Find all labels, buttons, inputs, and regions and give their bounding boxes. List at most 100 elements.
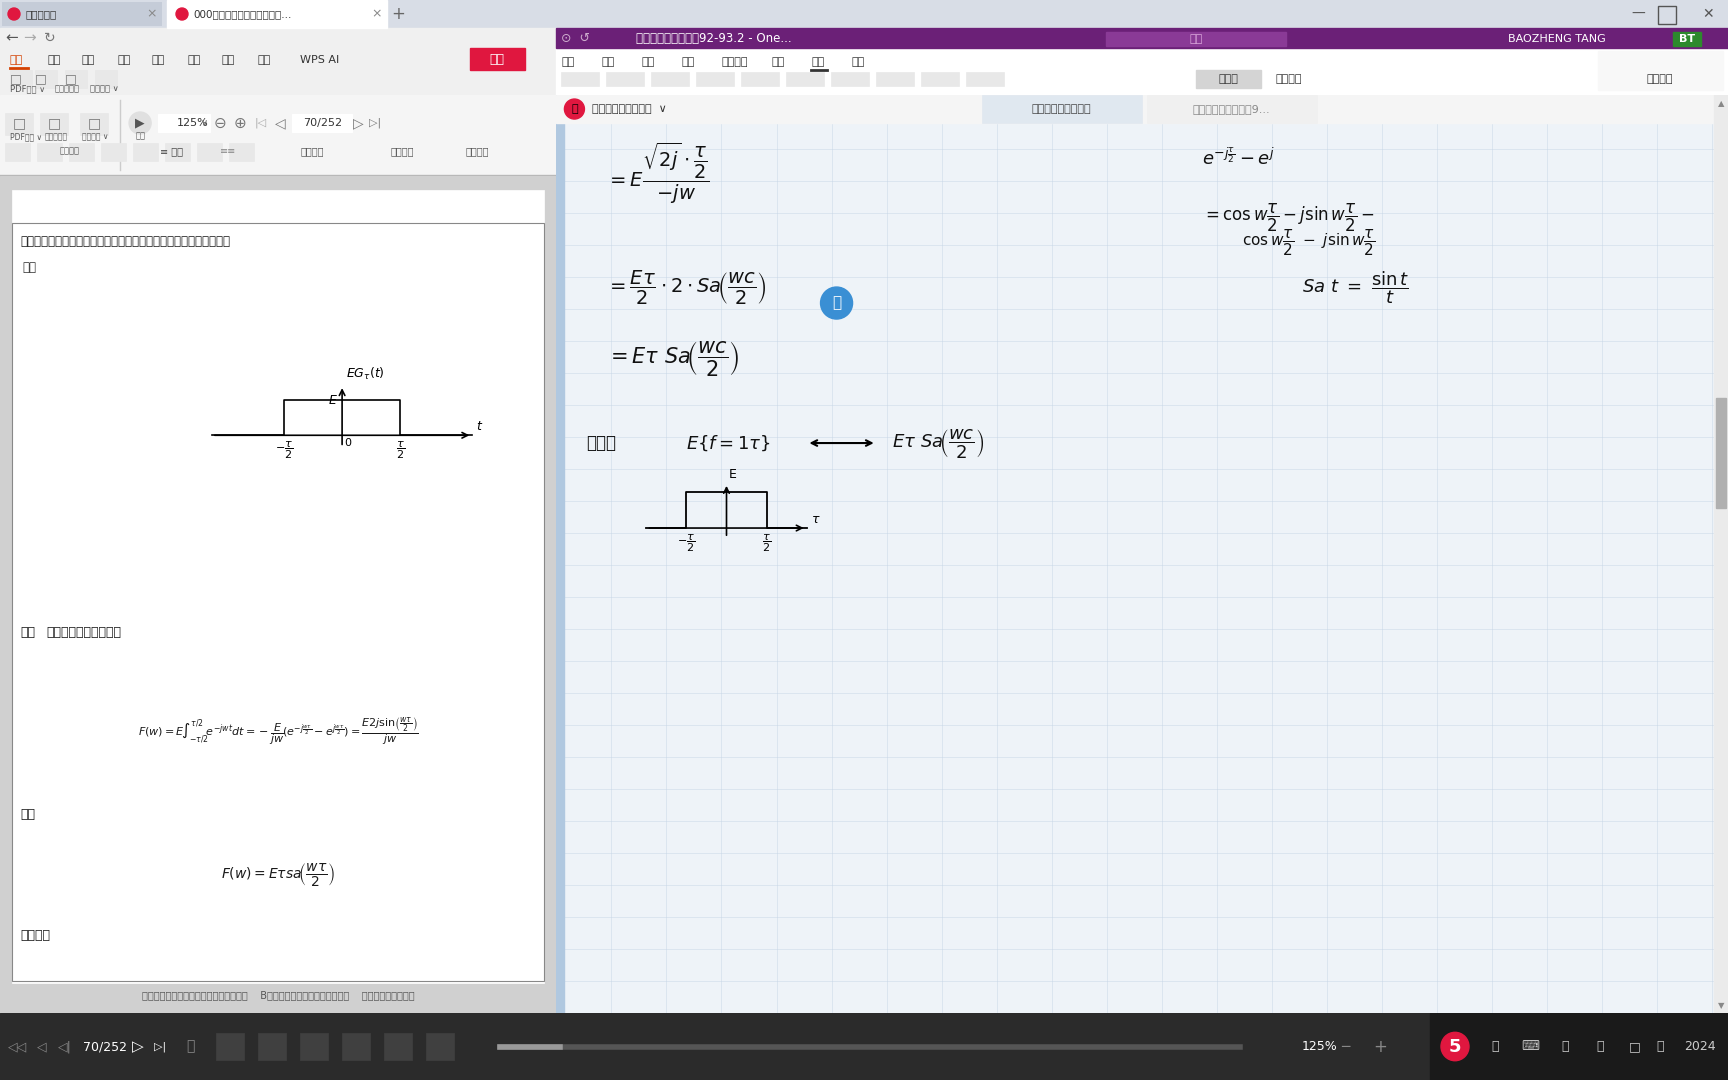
- Text: 插入: 插入: [48, 55, 60, 65]
- Text: $F(w) = E\!\int_{-\tau/2}^{\tau/2}\!e^{-jwt}dt = -\dfrac{E}{jw}\!\left(e^{-j\fra: $F(w) = E\!\int_{-\tau/2}^{\tau/2}\!e^{-…: [138, 715, 418, 746]
- Text: 输出为图片: 输出为图片: [45, 133, 67, 141]
- Text: □: □: [47, 116, 60, 130]
- Bar: [69, 143, 93, 161]
- Text: 频谱图为: 频谱图为: [21, 929, 50, 942]
- Text: ⤢: ⤢: [831, 296, 842, 311]
- Text: 125%: 125%: [1303, 1040, 1337, 1053]
- Text: 连续阅读: 连续阅读: [301, 146, 323, 156]
- Text: 根据傅里叶变换定义式: 根据傅里叶变换定义式: [47, 625, 121, 639]
- Text: ⊖: ⊖: [214, 116, 226, 131]
- Text: 文件: 文件: [562, 57, 574, 67]
- Text: ×: ×: [147, 8, 157, 21]
- Text: 查找替换: 查找替换: [465, 146, 489, 156]
- Text: PDF转换 ∨: PDF转换 ∨: [10, 84, 45, 94]
- Circle shape: [9, 8, 21, 21]
- Bar: [1657, 6, 1676, 24]
- Text: PDF转换 ∨: PDF转换 ∨: [10, 133, 41, 141]
- Text: □: □: [1630, 1040, 1642, 1053]
- Text: ∨: ∨: [200, 118, 207, 129]
- Bar: [651, 72, 689, 86]
- Circle shape: [176, 8, 188, 21]
- Text: ▼: ▼: [1718, 1000, 1725, 1010]
- Text: ─: ─: [1341, 1040, 1350, 1053]
- Bar: [66, 70, 86, 89]
- Bar: [1196, 70, 1261, 89]
- Text: 保护: 保护: [221, 55, 235, 65]
- Bar: [2, 2, 162, 26]
- Text: 搜索: 搜索: [1189, 33, 1203, 44]
- Bar: [786, 72, 824, 86]
- Circle shape: [565, 99, 584, 119]
- Text: +: +: [1374, 1038, 1388, 1055]
- Bar: [470, 48, 525, 70]
- Text: $EG_\tau(t)$: $EG_\tau(t)$: [346, 366, 385, 382]
- Text: 编辑: 编辑: [81, 55, 95, 65]
- Text: 开始: 开始: [601, 57, 613, 67]
- Text: □: □: [10, 72, 22, 85]
- Text: $E\tau\ Sa\!\left(\dfrac{wc}{2}\right)$: $E\tau\ Sa\!\left(\dfrac{wc}{2}\right)$: [892, 427, 983, 459]
- Bar: [40, 113, 67, 135]
- Text: 70/252: 70/252: [302, 118, 342, 129]
- Text: BT: BT: [1680, 33, 1695, 44]
- Circle shape: [130, 112, 150, 134]
- Bar: [384, 1034, 411, 1059]
- Text: τ: τ: [812, 513, 819, 526]
- Text: 👁: 👁: [187, 1040, 194, 1053]
- Bar: [5, 113, 33, 135]
- Text: 转换: 转换: [257, 55, 271, 65]
- Text: 阅读模式: 阅读模式: [391, 146, 413, 156]
- Text: 基准线: 基准线: [1218, 75, 1237, 84]
- Text: ⏰: ⏰: [1655, 1040, 1664, 1053]
- Text: 2024: 2024: [1685, 1040, 1716, 1053]
- Text: 历史记录: 历史记录: [721, 57, 748, 67]
- Bar: [607, 72, 645, 86]
- Text: $Sa\ t\ =\ \dfrac{\sin t}{t}$: $Sa\ t\ =\ \dfrac{\sin t}{t}$: [1301, 270, 1410, 307]
- Text: ◁◁: ◁◁: [9, 1040, 28, 1053]
- Text: 视图: 视图: [810, 57, 824, 67]
- Text: 📕: 📕: [572, 104, 577, 114]
- Bar: [166, 143, 190, 161]
- Bar: [1147, 95, 1317, 123]
- Text: 绘图: 绘图: [681, 57, 695, 67]
- Bar: [1673, 32, 1700, 46]
- Text: ←: ←: [5, 30, 19, 45]
- Bar: [35, 70, 57, 89]
- Text: ▷: ▷: [131, 1039, 143, 1054]
- Bar: [1431, 1013, 1728, 1080]
- Bar: [197, 143, 223, 161]
- Text: ≡ 单页: ≡ 单页: [161, 146, 183, 156]
- Text: 开始: 开始: [10, 55, 22, 65]
- Bar: [342, 1034, 370, 1059]
- Text: □: □: [35, 72, 47, 85]
- Text: 输出为图片: 输出为图片: [55, 84, 79, 94]
- Text: ⊙  ↺: ⊙ ↺: [562, 31, 589, 44]
- Text: 播放: 播放: [135, 132, 145, 140]
- Bar: [696, 72, 734, 86]
- Text: ◁: ◁: [38, 1040, 47, 1053]
- Bar: [10, 70, 33, 89]
- Bar: [966, 72, 1004, 86]
- Bar: [1106, 32, 1286, 46]
- Bar: [36, 143, 62, 161]
- Text: ✕: ✕: [1702, 6, 1714, 21]
- Bar: [876, 72, 914, 86]
- Text: ◁: ◁: [275, 116, 285, 130]
- Bar: [1598, 51, 1723, 90]
- Text: 工具: 工具: [188, 55, 200, 65]
- Bar: [0, 0, 1728, 28]
- Bar: [5, 143, 29, 161]
- Text: 整理: 整理: [21, 808, 35, 821]
- Text: $F(w) = E\tau sa\!\left(\dfrac{w\tau}{2}\right)$: $F(w) = E\tau sa\!\left(\dfrac{w\tau}{2}…: [221, 862, 335, 889]
- Text: □: □: [66, 72, 76, 85]
- Text: 70/252: 70/252: [83, 1040, 126, 1053]
- Bar: [831, 72, 869, 86]
- Text: E: E: [729, 468, 736, 481]
- Text: 📶: 📶: [1597, 1040, 1604, 1053]
- Text: —: —: [1631, 6, 1645, 21]
- Bar: [427, 1034, 454, 1059]
- Bar: [982, 95, 1142, 123]
- Text: 5: 5: [1448, 1038, 1462, 1055]
- Text: 插入: 插入: [641, 57, 655, 67]
- Text: □: □: [12, 116, 26, 130]
- Text: 旋转文档: 旋转文档: [60, 147, 79, 156]
